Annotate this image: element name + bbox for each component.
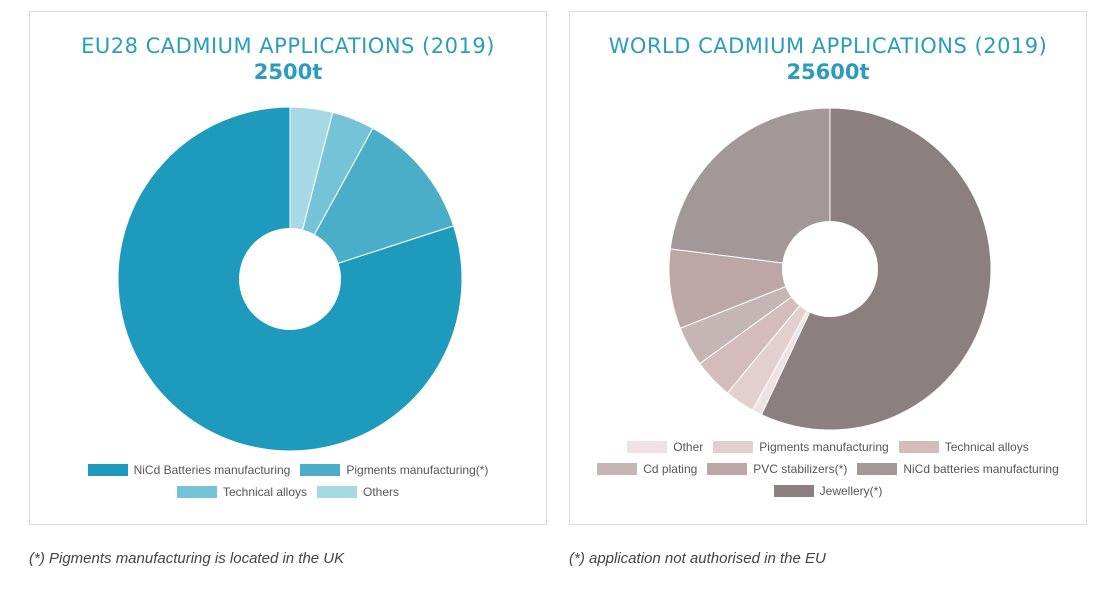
world-chart-panel: WORLD CADMIUM APPLICATIONS (2019) 25600t… [569,11,1087,525]
legend-swatch [87,463,128,476]
legend-swatch [898,440,939,453]
legend-item-nicd-batteries-manufacturing: NiCd Batteries manufacturing [87,459,291,481]
legend-item-other: Other [627,436,703,458]
legend-swatch [176,485,217,498]
legend-label: Technical alloys [944,439,1029,454]
world-legend: Other Pigments manufacturing Technical all… [570,435,1086,501]
legend-item-jewellery: Jewellery(*) [773,480,883,502]
legend-label: Jewellery(*) [819,483,883,498]
donut-hole [782,221,878,317]
slice-nicd-batteries-manufacturing [669,107,831,270]
legend-item-others: Others [317,481,399,503]
legend-label: Cd plating [643,461,698,476]
eu-chart-panel: EU28 CADMIUM APPLICATIONS (2019) 2500t N… [29,11,547,525]
legend-label: PVC stabilizers(*) [753,461,848,476]
eu-donut-chart [117,106,463,452]
chart-total: 25600t [786,60,870,84]
chart-total: 2500t [253,60,323,84]
legend-row: Technical alloys Others [30,480,546,502]
legend-row: Other Pigments manufacturing Technical all… [570,435,1086,457]
legend-item-nicd-batteries-manufacturing: NiCd batteries manufacturing [857,458,1059,480]
world-footnote: (*) application not authorised in the EU [569,550,826,567]
legend-item-pigments-manufacturing: Pigments manufacturing [713,436,889,458]
legend-item-technical-alloys: Technical alloys [898,436,1029,458]
slice-pigments-manufacturing [288,127,455,280]
legend-item-pvc-stabilizers: PVC stabilizers(*) [707,458,847,480]
legend-swatch [317,485,358,498]
eu-legend: NiCd Batteries manufacturing Pigments man… [30,458,546,502]
legend-swatch [713,440,754,453]
chart-title: WORLD CADMIUM APPLICATIONS (2019) [608,34,1048,58]
eu-footnote: (*) Pigments manufacturing is located in… [29,550,345,567]
legend-row: NiCd Batteries manufacturing Pigments man… [30,458,546,480]
legend-swatch [300,463,341,476]
legend-label: Pigments manufacturing(*) [346,462,489,477]
legend-swatch [773,484,814,497]
legend-row: Cd plating PVC stabilizers(*) NiCd batteri… [570,457,1086,479]
legend-swatch [597,462,638,475]
legend-item-pigments-manufacturing: Pigments manufacturing(*) [300,459,488,481]
chart-title: EU28 CADMIUM APPLICATIONS (2019) [81,34,495,58]
legend-label: Pigments manufacturing [759,439,889,454]
world-donut-chart [668,107,992,431]
legend-swatch [707,462,748,475]
legend-label: Other [673,439,704,454]
legend-label: Others [363,484,400,499]
legend-label: NiCd Batteries manufacturing [133,462,291,477]
donut-hole [239,228,341,330]
legend-item-cd-plating: Cd plating [597,458,697,480]
legend-swatch [857,462,898,475]
legend-item-technical-alloys: Technical alloys [176,481,308,503]
legend-swatch [627,440,668,453]
legend-row: Jewellery(*) [570,479,1086,501]
legend-label: Technical alloys [222,484,308,499]
legend-label: NiCd batteries manufacturing [903,461,1059,476]
